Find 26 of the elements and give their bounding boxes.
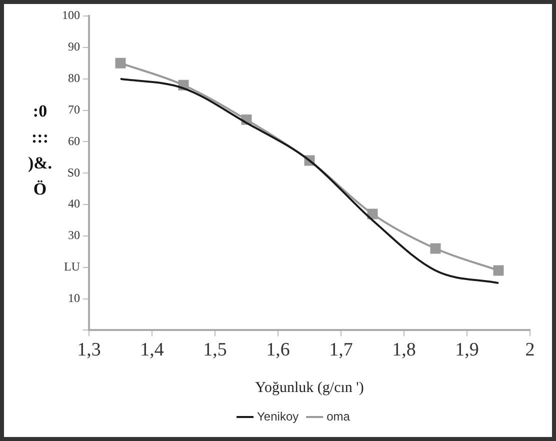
x-tick-label: 1,6 — [266, 340, 290, 361]
y-tick-label: 30 — [68, 228, 80, 242]
point — [430, 243, 441, 254]
y-tick-label: 70 — [68, 102, 80, 116]
x-tick-label: 1,9 — [455, 340, 479, 361]
y-tick-label: 90 — [68, 40, 80, 54]
y-tick-label: 80 — [68, 70, 80, 85]
point — [367, 208, 378, 220]
y-axis-title: :0 ::: )&. Ö — [28, 101, 52, 198]
y-tick-label: S0 — [67, 165, 80, 180]
y-tick-label: 100 — [62, 8, 80, 22]
legend-label: Yenikoy — [257, 409, 299, 424]
y-tick-label: 40 — [68, 196, 80, 211]
point — [493, 265, 504, 276]
x-tick-label: 2 — [525, 340, 535, 361]
x-tick-label: 1,4 — [140, 340, 164, 361]
y-tick-label: 10 — [68, 290, 80, 305]
y-tick-label: 60 — [68, 134, 80, 148]
y-tick-label: LU — [64, 260, 80, 274]
x-tick-label: 1,7 — [329, 340, 353, 361]
x-tick-label: 1,3 — [77, 340, 101, 361]
x-tick-label: 1,5 — [203, 340, 227, 361]
point — [115, 58, 126, 68]
legend-label: oma — [326, 409, 350, 424]
x-axis-title: Yoğunluk (g/cın ') — [255, 380, 364, 396]
x-tick-label: 1,8 — [392, 340, 416, 361]
